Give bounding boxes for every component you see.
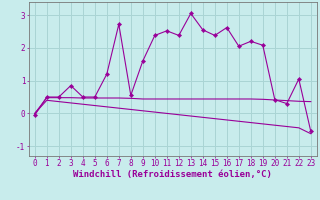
X-axis label: Windchill (Refroidissement éolien,°C): Windchill (Refroidissement éolien,°C) — [73, 170, 272, 179]
